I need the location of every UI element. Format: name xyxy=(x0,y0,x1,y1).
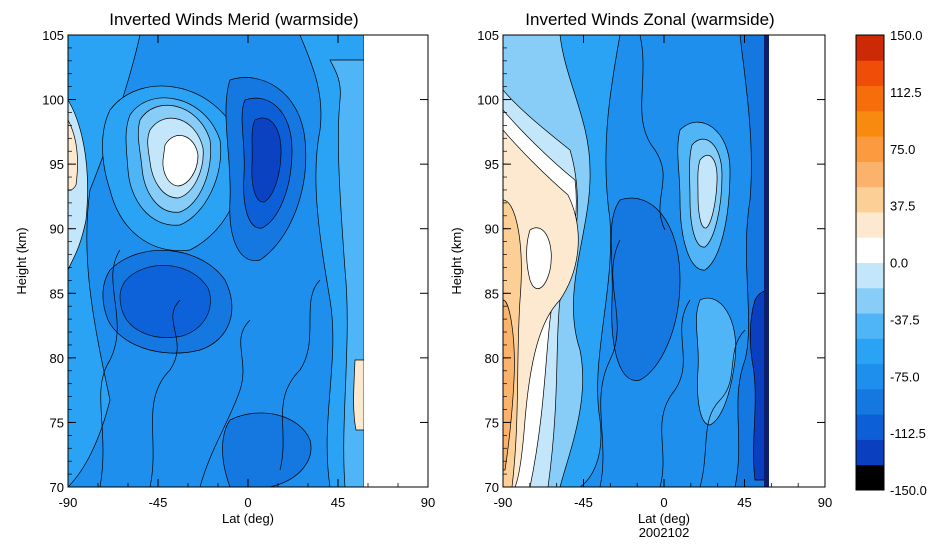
colorbar-swatch xyxy=(856,287,884,314)
colorbar-label: -37.5 xyxy=(890,312,920,327)
zonal-x-axis-label: Lat (deg) xyxy=(638,511,690,526)
colorbar-swatch xyxy=(856,439,884,466)
merid-y-tick-label: 70 xyxy=(50,480,64,495)
colorbar-swatch xyxy=(856,414,884,440)
zonal-contour-line xyxy=(639,35,666,231)
merid-contour-band xyxy=(119,265,211,338)
zonal-y-tick-label: 95 xyxy=(485,157,499,172)
merid-contour-line xyxy=(199,319,251,487)
zonal-contour-field xyxy=(503,35,825,487)
merid-contour-field xyxy=(68,35,428,487)
colorbar-label: 0.0 xyxy=(890,256,908,271)
zonal-contour-band xyxy=(610,197,681,381)
merid-y-tick-label: 85 xyxy=(50,286,64,301)
merid-y-tick-label: 95 xyxy=(50,157,64,172)
colorbar-label: 150.0 xyxy=(890,28,923,43)
colorbar-swatch xyxy=(856,211,884,238)
zonal-y-tick-label: 100 xyxy=(477,93,499,108)
merid-y-axis-label: Height (km) xyxy=(14,227,29,294)
colorbar-swatch xyxy=(856,186,884,213)
merid-contour-line xyxy=(279,279,321,471)
zonal-y-tick-label: 105 xyxy=(477,28,499,43)
colorbar-swatch xyxy=(856,338,884,365)
right-panel: Inverted Winds Zonal (warmside) -90 -45 0 45… xyxy=(449,10,832,540)
zonal-contour-band xyxy=(526,227,552,290)
colorbar-swatch xyxy=(856,35,884,61)
merid-x-tick-label: 90 xyxy=(421,495,435,510)
merid-contour-band xyxy=(222,412,312,487)
merid-y-tick-label: 90 xyxy=(50,222,64,237)
merid-x-tick-label: -45 xyxy=(149,495,168,510)
zonal-contour-band xyxy=(697,154,718,229)
colorbar-swatch xyxy=(856,464,884,491)
zonal-x-tick-label: 0 xyxy=(660,495,667,510)
colorbar-swatch xyxy=(856,161,884,188)
zonal-y-tick-label: 80 xyxy=(485,351,499,366)
left-panel: Inverted Winds Merid (warmside) -90 -45 0 45… xyxy=(14,10,435,526)
zonal-x-tick-label: 45 xyxy=(737,495,751,510)
colorbar-label: 112.5 xyxy=(890,85,922,100)
merid-contour-band xyxy=(353,359,365,431)
colorbar-swatch xyxy=(856,313,884,339)
merid-y-tick-label: 100 xyxy=(42,93,64,108)
zonal-contour-line xyxy=(699,329,746,487)
zonal-y-tick-label: 85 xyxy=(485,286,499,301)
colorbar-swatch xyxy=(856,262,884,289)
merid-contour-band xyxy=(162,135,199,187)
zonal-x-tick-label: -45 xyxy=(574,495,593,510)
merid-x-axis-label: Lat (deg) xyxy=(222,511,274,526)
merid-y-tick-label: 75 xyxy=(50,415,64,430)
colorbar-swatch xyxy=(856,60,884,87)
colorbar: 150.0 112.5 75.0 37.5 0.0 -37.5 -75.0 -112.5 -15… xyxy=(855,28,927,498)
colorbar-label: -112.5 xyxy=(890,426,926,441)
zonal-chart-title: Inverted Winds Zonal (warmside) xyxy=(525,10,774,29)
colorbar-swatch xyxy=(856,388,884,415)
merid-x-tick-label: -90 xyxy=(59,495,78,510)
merid-x-tick-label: 45 xyxy=(331,495,345,510)
merid-contour-line xyxy=(99,249,121,487)
colorbar-swatch xyxy=(856,85,884,112)
colorbar-swatch xyxy=(856,237,884,263)
merid-y-tick-label: 105 xyxy=(42,28,64,43)
zonal-x-tick-label: -90 xyxy=(494,495,513,510)
merid-x-tick-label: 0 xyxy=(244,495,251,510)
zonal-y-tick-label: 90 xyxy=(485,222,499,237)
colorbar-swatch xyxy=(856,136,884,162)
zonal-axes: Inverted Winds Zonal (warmside) -90 -45 0 45… xyxy=(449,10,832,540)
zonal-contour-line xyxy=(659,299,691,487)
zonal-contour-band xyxy=(696,297,737,426)
colorbar-label: -150.0 xyxy=(890,483,927,498)
colorbar-frame xyxy=(855,34,885,491)
merid-chart-title: Inverted Winds Merid (warmside) xyxy=(109,10,358,29)
colorbar-label: 37.5 xyxy=(890,199,915,214)
zonal-contour-line xyxy=(599,239,621,487)
merid-y-tick-label: 80 xyxy=(50,351,64,366)
colorbar-label: 75.0 xyxy=(890,142,915,157)
merid-axes: Inverted Winds Merid (warmside) -90 -45 0 45… xyxy=(14,10,435,526)
zonal-x-tick-label: 90 xyxy=(818,495,832,510)
zonal-contour-band xyxy=(503,129,579,487)
zonal-date-label: 2002102 xyxy=(639,525,690,540)
colorbar-swatch xyxy=(856,363,884,390)
merid-contour-band xyxy=(251,117,282,203)
colorbar-swatch xyxy=(856,110,884,137)
zonal-y-tick-label: 75 xyxy=(485,415,499,430)
colorbar-label: -75.0 xyxy=(890,369,920,384)
zonal-y-axis-label: Height (km) xyxy=(449,227,464,294)
zonal-y-tick-label: 70 xyxy=(485,480,499,495)
merid-contour-line xyxy=(149,299,181,487)
